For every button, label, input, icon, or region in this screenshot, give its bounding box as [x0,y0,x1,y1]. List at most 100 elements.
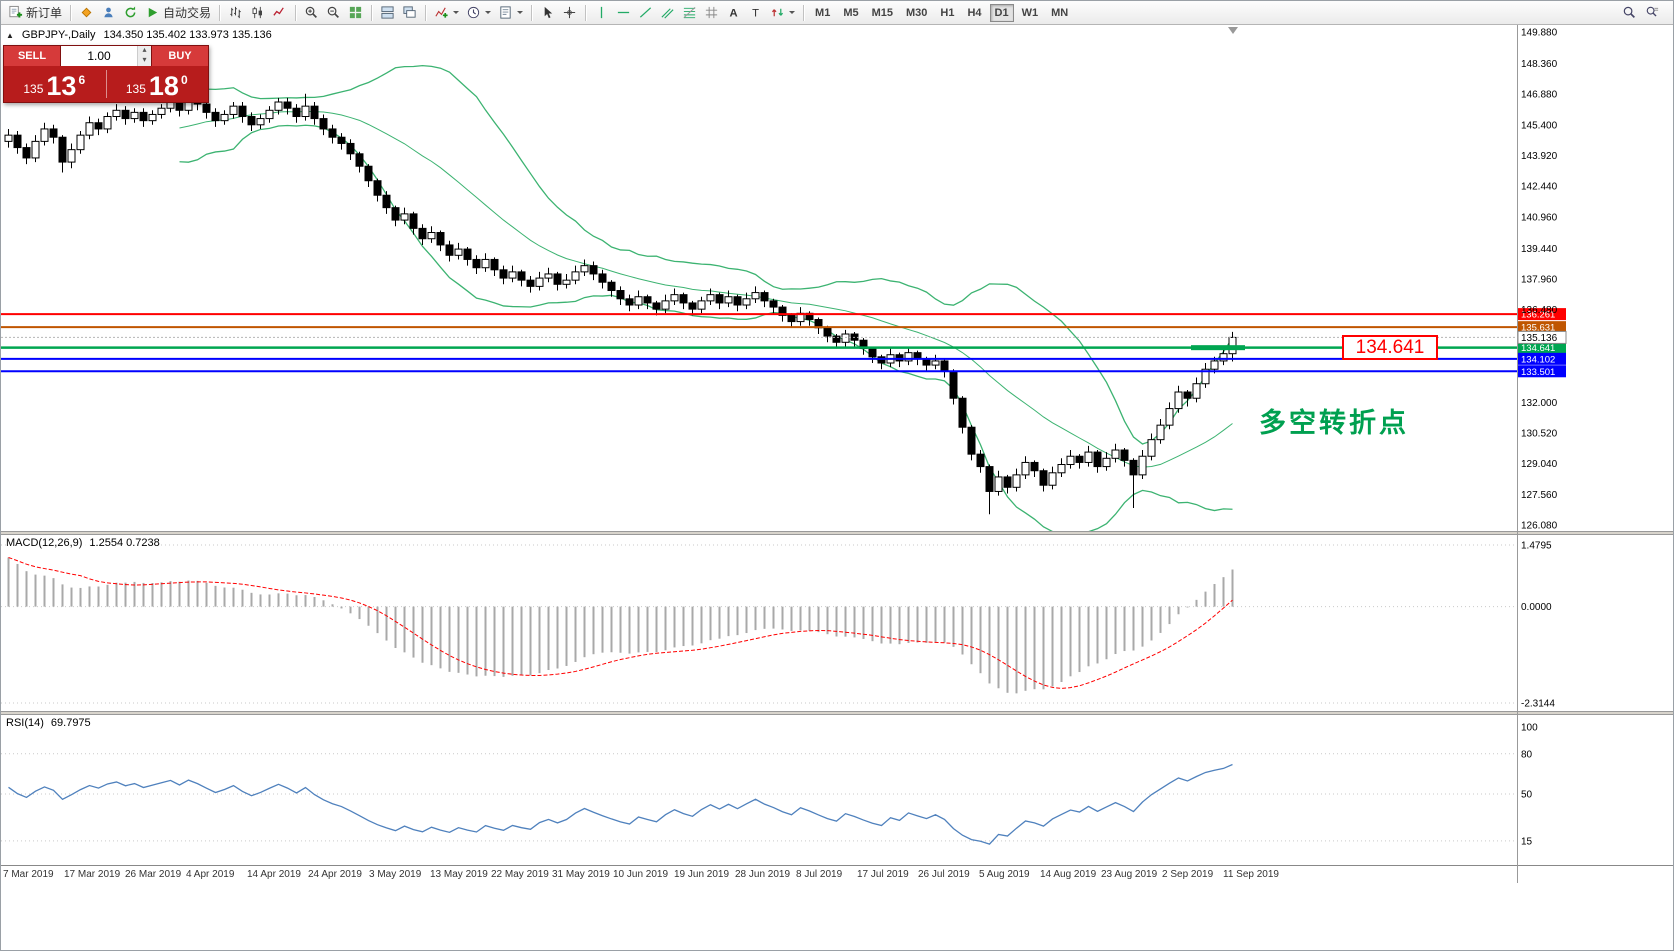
svg-text:136.261: 136.261 [1521,310,1555,321]
svg-text:130.520: 130.520 [1521,429,1558,440]
line-chart-icon [272,5,287,20]
tile-windows-button[interactable] [345,3,366,23]
rsi-chart[interactable]: 100 80 50 15 [1,715,1674,865]
timeframe-h4[interactable]: H4 [967,6,982,19]
volume-up-button[interactable]: ▴ [138,46,151,56]
sell-button[interactable]: SELL [4,46,60,66]
label-button[interactable]: T [745,3,766,23]
price-callout[interactable]: 134.641 [1342,335,1438,360]
date-label: 7 Mar 2019 [3,869,54,880]
bid-price-tag [1517,330,1567,344]
text-icon: A [726,5,741,20]
template-icon [498,5,513,20]
fibonacci-button[interactable] [679,3,700,23]
channel-icon [660,5,675,20]
timeframe-m30[interactable]: M30 [906,6,928,19]
cursor-button[interactable] [537,3,558,23]
channel-button[interactable] [657,3,678,23]
date-label: 13 May 2019 [430,869,488,880]
indicators-button[interactable] [431,3,462,23]
macd-label: MACD(12,26,9) 1.2554 0.7238 [6,537,160,549]
zoom-in-button[interactable] [301,3,322,23]
vline-icon [594,5,609,20]
collapse-arrow-icon[interactable]: ▲ [6,30,14,40]
toolbar-separator [371,4,373,21]
bar-chart-button[interactable] [225,3,246,23]
price-tag [1518,321,1566,334]
crosshair-button[interactable] [559,3,580,23]
timeframe-d1[interactable]: D1 [989,3,1014,22]
zoom-out-button[interactable] [323,3,344,23]
window-tile-button[interactable] [377,3,398,23]
search-chart-button[interactable] [1642,3,1663,23]
zoom-in-icon [304,5,319,20]
autotrade-button[interactable]: 自动交易 [142,3,214,23]
search-button[interactable] [1619,3,1640,23]
refresh-icon [123,5,138,20]
volume-input[interactable] [61,49,137,63]
timeframe-m15[interactable]: M15 [871,6,893,19]
date-label: 24 Apr 2019 [308,869,362,880]
refresh-button[interactable] [120,3,141,23]
svg-text:T: T [752,7,759,19]
bollinger-middle [179,110,1233,468]
svg-text:100: 100 [1521,723,1538,734]
sell-price[interactable]: 135 13 6 [23,71,86,102]
label-icon: T [748,5,763,20]
svg-text:1.4795: 1.4795 [1521,541,1552,552]
main-chart[interactable]: 136.261135.631134.641134.102133.501135.1… [1,25,1674,531]
toolbar-separator [295,4,297,21]
periods-button[interactable] [463,3,494,23]
date-label: 19 Jun 2019 [674,869,730,880]
svg-text:135.136: 135.136 [1521,333,1558,344]
chart-shift-marker[interactable] [1228,27,1238,34]
search-chart-icon [1645,5,1660,20]
timeframe-w1[interactable]: W1 [1021,6,1039,19]
grid-button[interactable] [701,3,722,23]
panel-splitter[interactable] [1,531,1673,535]
macd-chart[interactable]: 1.4795 0.0000 -2.3144 [1,535,1674,711]
toolbar-separator [70,4,72,21]
timeframe-mn[interactable]: MN [1051,6,1069,19]
hline-icon [616,5,631,20]
quotes-button[interactable] [76,3,97,23]
window-cascade-icon [402,5,417,20]
panel-splitter[interactable] [1,711,1673,715]
svg-text:134.102: 134.102 [1521,354,1555,365]
vertical-line-button[interactable] [591,3,612,23]
toolbar-separator [531,4,533,21]
svg-text:126.080: 126.080 [1521,521,1558,532]
svg-text:-2.3144: -2.3144 [1521,699,1555,710]
new-order-button[interactable]: 新订单 [5,3,65,23]
timeframe-h1[interactable]: H1 [940,6,955,19]
thick-level-segment[interactable] [1191,345,1245,351]
candle-chart-icon [250,5,265,20]
svg-text:149.880: 149.880 [1521,28,1558,39]
text-button[interactable]: A [723,3,744,23]
window-cascade-button[interactable] [399,3,420,23]
date-label: 2 Sep 2019 [1162,869,1214,880]
line-chart-button[interactable] [269,3,290,23]
svg-text:136.480: 136.480 [1521,305,1558,316]
zoom-out-icon [326,5,341,20]
timeframe-m5[interactable]: M5 [843,6,859,19]
candle-chart-button[interactable] [247,3,268,23]
trendline-button[interactable] [635,3,656,23]
chart-annotation: 多空转折点 [1259,408,1409,438]
arrows-button[interactable] [767,3,798,23]
timeframe-m1[interactable]: M1 [815,6,831,19]
symbol-info: ▲ GBPJPY-,Daily 134.350 135.402 133.973 … [6,29,272,41]
date-label: 14 Aug 2019 [1040,869,1097,880]
buy-price[interactable]: 135 18 0 [125,71,188,102]
volume-down-button[interactable]: ▾ [138,56,151,66]
svg-text:137.960: 137.960 [1521,274,1558,285]
profile-button[interactable] [98,3,119,23]
rsi-panel: 100 80 50 15 RSI(14) 69.7975 [1,715,1674,865]
bollinger-lower [179,124,1233,531]
svg-text:0.0000: 0.0000 [1521,602,1552,613]
svg-text:139.440: 139.440 [1521,244,1558,255]
horizontal-line-button[interactable] [613,3,634,23]
templates-button[interactable] [495,3,526,23]
buy-button[interactable]: BUY [152,46,208,66]
